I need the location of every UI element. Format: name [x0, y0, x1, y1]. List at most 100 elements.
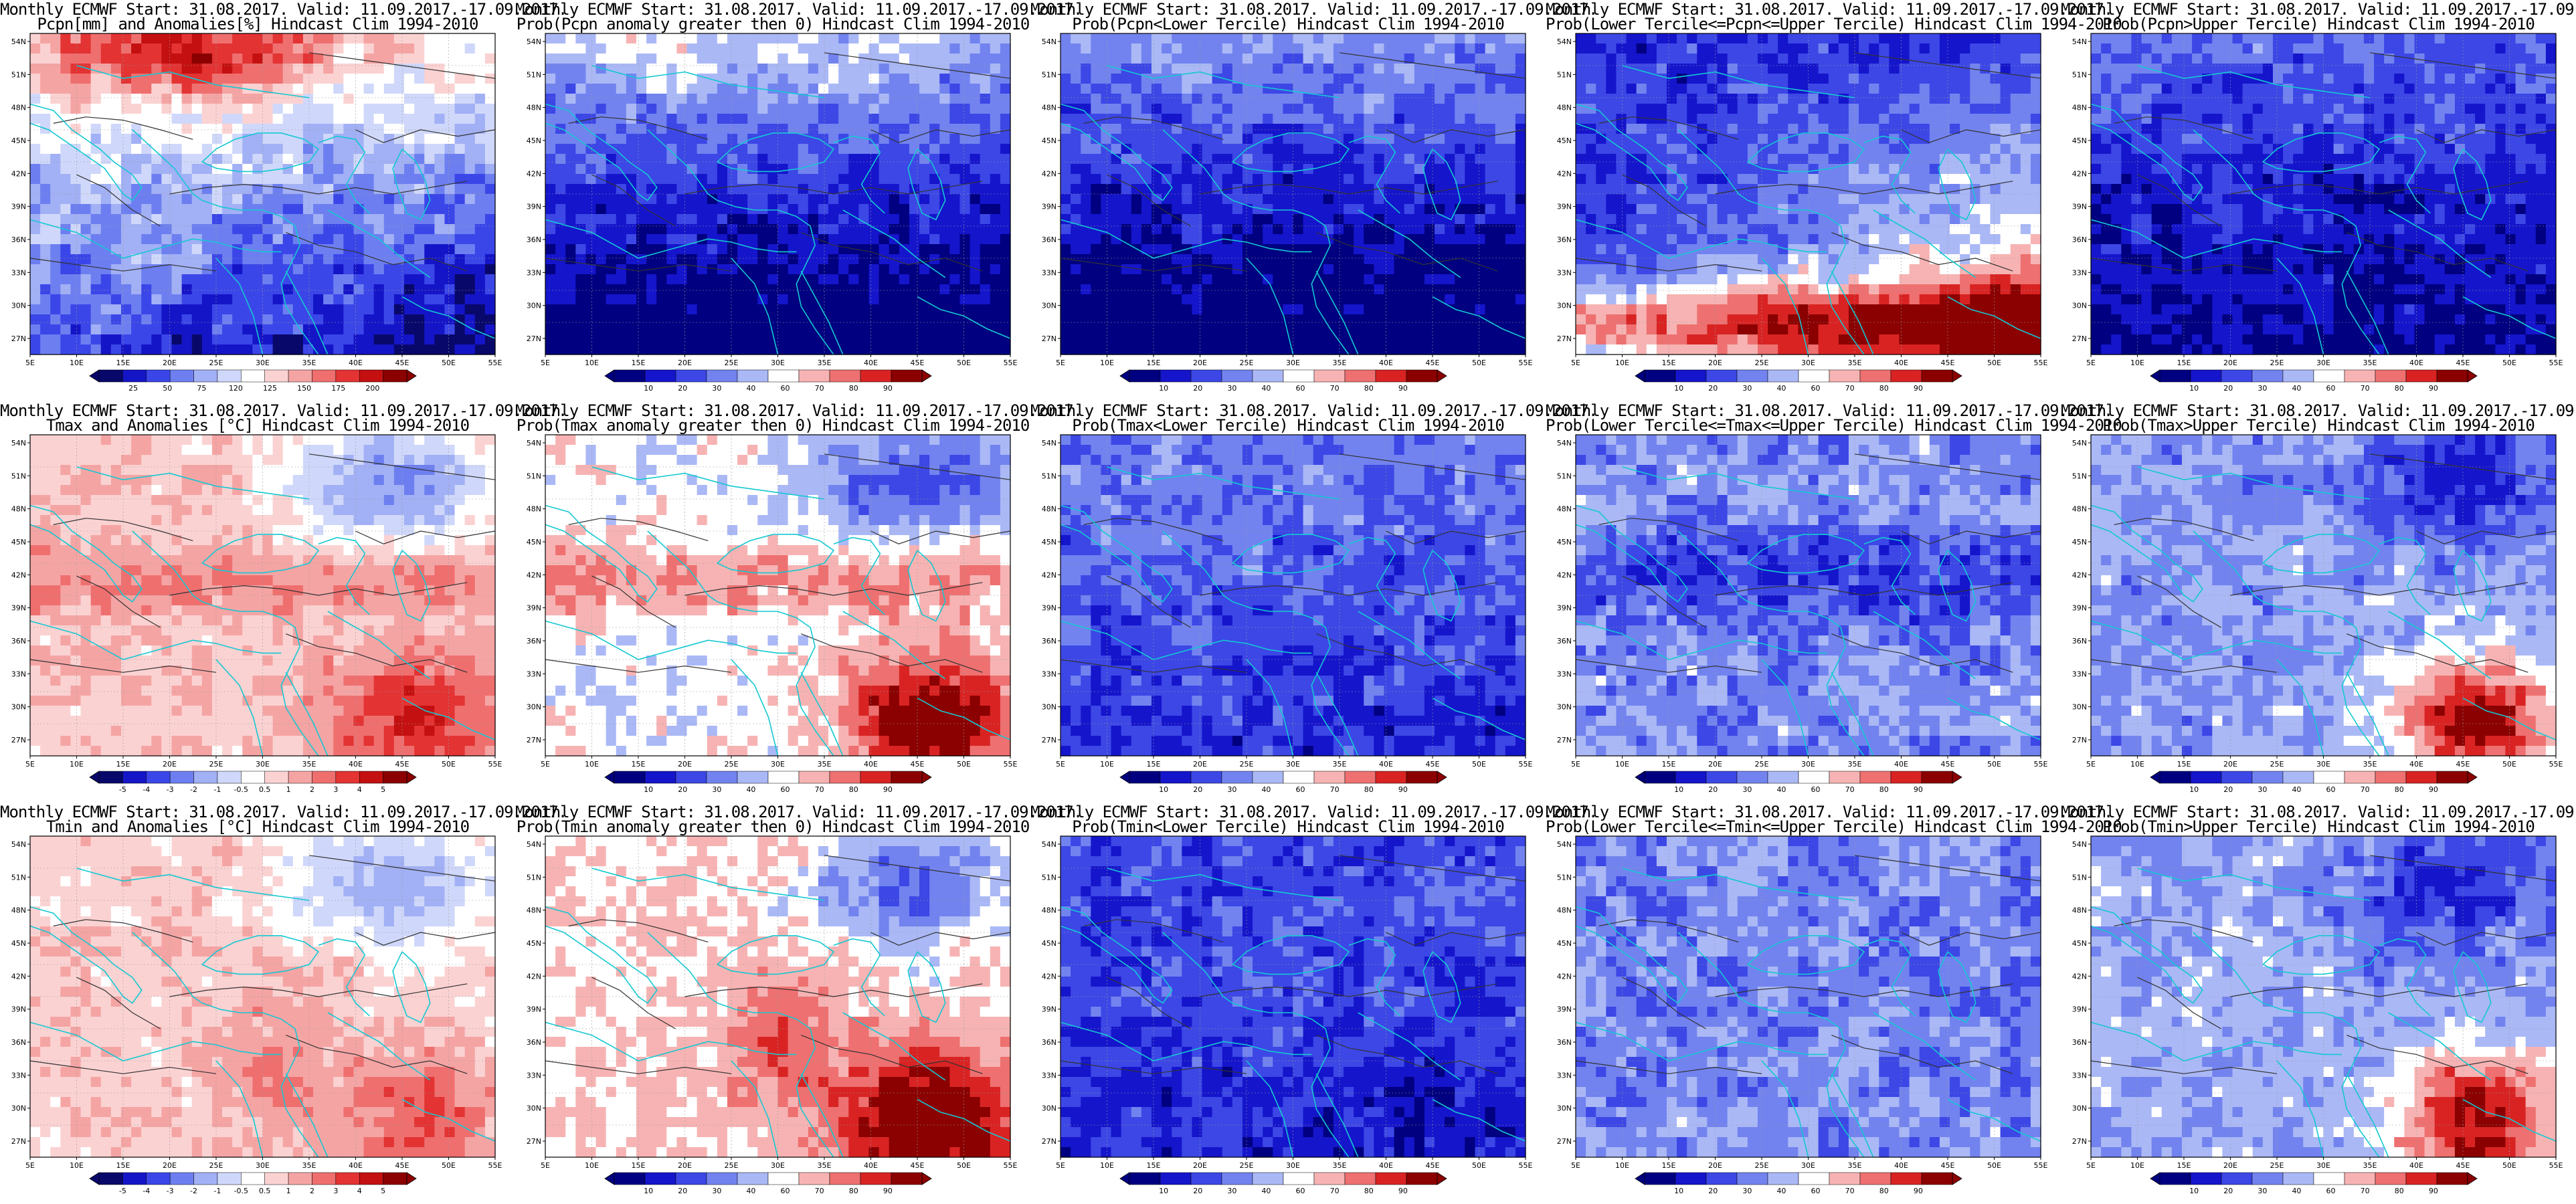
lon-tick-label: 40E [349, 359, 363, 367]
colorbar-label: 70 [2361, 384, 2370, 393]
colorbar-label: 70 [1845, 1187, 1855, 1195]
lat-tick-label: 36N [527, 637, 541, 645]
lat-tick-label: 51N [2072, 472, 2087, 480]
field-shading [2091, 435, 2557, 757]
colorbar-label: 10 [1674, 384, 1683, 393]
lat-tick-label: 36N [527, 235, 541, 244]
lat-tick-label: 54N [527, 840, 541, 849]
colorbar-label: 10 [644, 785, 653, 794]
lon-tick-label: 40E [2409, 359, 2423, 367]
colorbar-label: 10 [1159, 384, 1168, 393]
lon-tick-label: 35E [1848, 760, 1862, 769]
colorbar-label: 20 [1193, 1187, 1202, 1195]
lon-tick-label: 35E [1333, 359, 1347, 367]
lon-tick-label: 15E [116, 359, 130, 367]
colorbar-label: 2 [310, 785, 314, 794]
lon-tick-label: 25E [2270, 359, 2284, 367]
colorbar-label: 80 [1364, 384, 1374, 393]
map-panel: 54N 51N 48N 45N 42N 39N 36N 33N 30N 27N 5E 10E 15E 20… [2061, 0, 2576, 401]
lon-tick-label: 30E [256, 760, 270, 769]
colorbar-label: 70 [2361, 785, 2370, 794]
field-shading [1576, 435, 2041, 757]
panel-title: Prob(Lower Tercile<=Tmax<=Upper Tercile)… [1546, 416, 2122, 435]
colorbar-label: -3 [167, 1187, 174, 1195]
colorbar-label: 30 [1742, 384, 1752, 393]
colorbar-label: 30 [1742, 1187, 1752, 1195]
colorbar-label: 125 [263, 384, 277, 393]
lat-tick-label: 45N [2072, 939, 2087, 948]
lon-tick-label: 30E [771, 1161, 785, 1170]
lat-tick-label: 42N [1557, 972, 1572, 981]
lat-tick-label: 51N [2072, 70, 2087, 79]
colorbar-label: 80 [849, 785, 858, 794]
lat-tick-label: 51N [527, 873, 541, 882]
colorbar: 10 20 30 40 60 70 80 90 [604, 369, 932, 393]
colorbar-label: 120 [229, 384, 243, 393]
lon-tick-label: 50E [2502, 760, 2516, 769]
colorbar-label: 80 [1879, 384, 1889, 393]
map-panel: 54N 51N 48N 45N 42N 39N 36N 33N 30N 27N 5E 10E 15E 20… [1546, 401, 2122, 803]
lat-tick-label: 48N [11, 104, 26, 112]
lat-tick-label: 45N [11, 538, 26, 546]
colorbar-label: 40 [746, 785, 755, 794]
lat-tick-label: 54N [1042, 840, 1056, 849]
lat-tick-label: 48N [1557, 505, 1572, 514]
lon-tick-label: 45E [911, 1161, 925, 1170]
lat-tick-label: 30N [1557, 1104, 1572, 1113]
climatology-contours [29, 52, 496, 272]
lat-tick-label: 54N [1042, 439, 1056, 447]
lon-tick-label: 45E [1426, 760, 1440, 769]
lat-tick-label: 27N [11, 334, 26, 343]
lon-tick-label: 20E [1193, 760, 1207, 769]
lon-tick-label: 15E [1662, 359, 1676, 367]
lat-tick-label: 39N [527, 203, 541, 211]
lat-tick-label: 36N [1042, 235, 1056, 244]
colorbar: 10 20 30 40 60 70 80 90 [1119, 1172, 1447, 1195]
lat-tick-label: 36N [2072, 1038, 2087, 1047]
lon-tick-label: 55E [2034, 359, 2048, 367]
lat-tick-label: 51N [11, 70, 26, 79]
lat-tick-label: 48N [527, 104, 541, 112]
lon-tick-label: 25E [209, 359, 223, 367]
coastlines [1060, 65, 1526, 355]
colorbar-label: 50 [163, 384, 172, 393]
colorbar-label: 60 [2326, 384, 2336, 393]
lon-tick-label: 10E [2130, 359, 2144, 367]
colorbar-label: 70 [1330, 1187, 1340, 1195]
lat-tick-label: 48N [1557, 906, 1572, 915]
coastlines [1575, 466, 2041, 757]
coastlines [29, 868, 496, 1158]
lat-tick-label: 51N [11, 873, 26, 882]
colorbar-label: 3 [333, 785, 338, 794]
lat-tick-label: 51N [1042, 472, 1056, 480]
lon-tick-label: 45E [911, 760, 925, 769]
lat-tick-label: 39N [1042, 203, 1056, 211]
lat-tick-label: 54N [1557, 439, 1572, 447]
lat-tick-label: 30N [527, 302, 541, 310]
colorbar-label: 20 [1708, 785, 1718, 794]
lon-tick-label: 15E [1662, 760, 1676, 769]
lon-tick-label: 20E [678, 1161, 692, 1170]
lat-tick-label: 48N [11, 505, 26, 514]
lon-tick-label: 20E [1708, 1161, 1722, 1170]
colorbar: 10 20 30 40 60 70 80 90 [1119, 369, 1447, 393]
colorbar-label: 4 [357, 1187, 362, 1195]
colorbar: 10 20 30 40 60 70 80 90 [604, 1172, 932, 1195]
coastlines [545, 65, 1011, 355]
lat-tick-label: 27N [1042, 736, 1056, 744]
colorbar-label: 60 [1296, 785, 1305, 794]
lon-tick-label: 40E [864, 760, 878, 769]
lon-tick-label: 40E [1379, 1161, 1393, 1170]
lon-tick-label: 50E [957, 1161, 971, 1170]
lat-tick-label: 45N [11, 939, 26, 948]
lat-tick-label: 39N [1557, 203, 1572, 211]
map-panel: 54N 51N 48N 45N 42N 39N 36N 33N 30N 27N 5E 10E 15E 20… [1030, 401, 1598, 803]
coastlines [29, 466, 496, 757]
colorbar-label: 20 [678, 384, 687, 393]
colorbar-label: 20 [2223, 384, 2233, 393]
colorbar-label: 90 [2429, 785, 2438, 794]
map-panel: 54N 51N 48N 45N 42N 39N 36N 33N 30N 27N 5E 10E 15E 20… [1030, 0, 1598, 401]
